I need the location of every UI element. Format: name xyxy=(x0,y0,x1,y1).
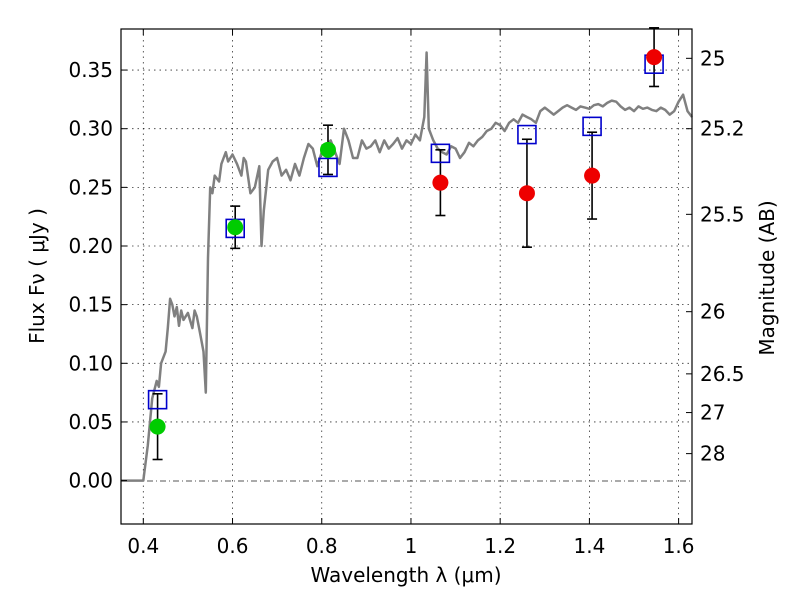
y-tick-label: 0.35 xyxy=(68,58,113,82)
green-data-point xyxy=(149,418,166,435)
y-ticks: 0.00 0.05 0.10 0.15 0.20 0.25 0.30 0.35 xyxy=(68,58,127,493)
x-tick-label: 0.6 xyxy=(217,534,249,558)
red-data-point xyxy=(646,49,663,66)
mag-tick-label: 25.2 xyxy=(700,117,745,141)
x-tick-label: 0.8 xyxy=(306,534,338,558)
mag-tick-label: 25 xyxy=(700,46,725,70)
x-tick-label: 1 xyxy=(405,534,418,558)
grid-lines xyxy=(121,29,692,524)
model-square xyxy=(147,389,168,410)
x-tick-label: 0.4 xyxy=(127,534,159,558)
green-data-point xyxy=(227,219,244,236)
green-data-point xyxy=(319,141,336,158)
y-tick-label: 0.20 xyxy=(68,234,113,258)
sed-model-line-layer xyxy=(121,51,693,482)
y-tick-label: 0.05 xyxy=(68,410,113,434)
mag-tick-label: 27 xyxy=(700,401,725,425)
errorbars-layer xyxy=(152,27,660,461)
y-tick-label: 0.15 xyxy=(68,293,113,317)
y-tick-label: 0.30 xyxy=(68,117,113,141)
mag-tick-label: 25.5 xyxy=(700,202,745,226)
red-data-point xyxy=(432,174,449,191)
mag-tick-label: 26 xyxy=(700,300,725,324)
x-axis-label: Wavelength λ (μm) xyxy=(310,563,501,587)
x-tick-label: 1.4 xyxy=(573,534,605,558)
x-ticks: 0.4 0.6 0.8 1 1.2 1.4 1.6 xyxy=(127,29,695,558)
observed-points-layer xyxy=(149,49,663,435)
model-square xyxy=(517,124,537,145)
y-tick-label: 0.25 xyxy=(68,175,113,199)
red-data-point xyxy=(584,167,601,184)
plot-frame xyxy=(120,28,693,525)
model-square xyxy=(318,157,338,178)
sed-model-line xyxy=(121,51,693,482)
y2-axis-label: Magnitude (AB) xyxy=(755,200,779,355)
y-axis-label: Flux Fν ( μJy ) xyxy=(25,208,49,344)
y-tick-label: 0.10 xyxy=(68,351,113,375)
mag-tick-label: 26.5 xyxy=(700,362,745,386)
magnitude-ticks: 25 25.2 25.5 26 26.5 27 28 xyxy=(686,46,745,466)
red-data-point xyxy=(518,185,535,202)
x-tick-label: 1.2 xyxy=(484,534,516,558)
mag-tick-label: 28 xyxy=(700,442,725,466)
x-tick-label: 1.6 xyxy=(663,534,695,558)
model-square xyxy=(582,116,602,137)
y-tick-label: 0.00 xyxy=(68,469,113,493)
model-square xyxy=(430,143,451,164)
